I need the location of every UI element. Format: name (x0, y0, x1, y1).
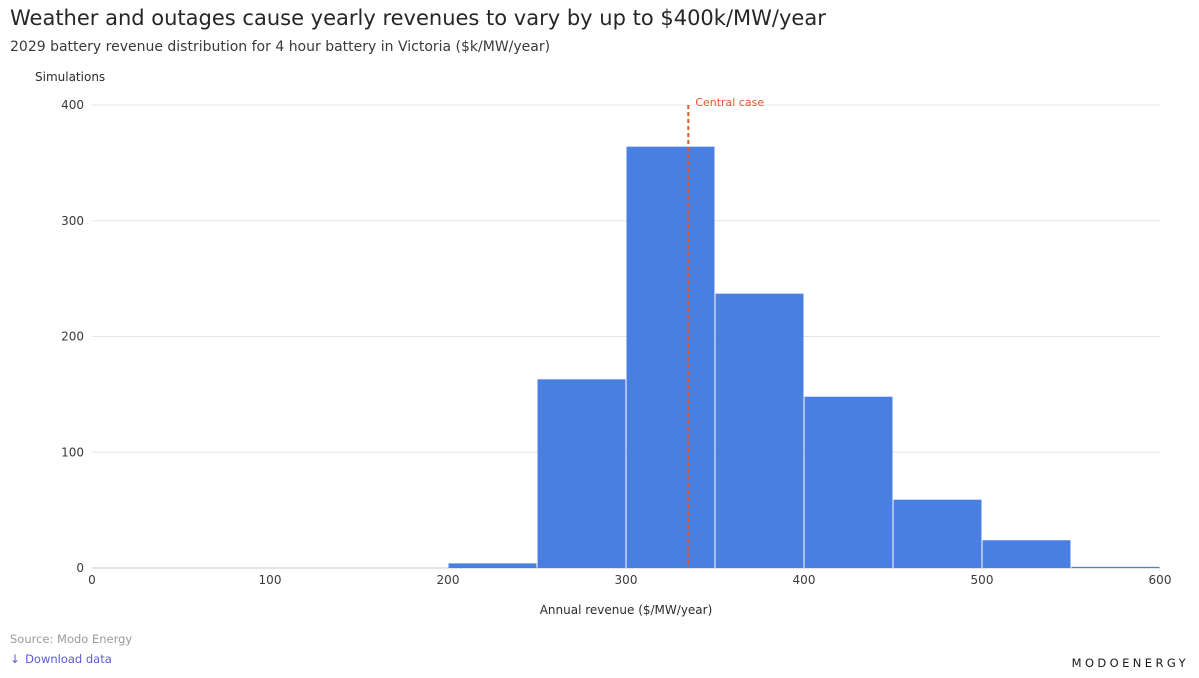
y-tick-label: 100 (61, 445, 84, 459)
histogram-chart: Simulations Central case 0 100 200 300 400 50… (35, 70, 1171, 617)
x-tick-label: 0 (88, 573, 96, 587)
y-tick-label: 0 (76, 561, 84, 575)
x-tick-label: 300 (615, 573, 638, 587)
histogram-bar[interactable] (1071, 566, 1160, 568)
histogram-bar[interactable] (982, 540, 1071, 568)
y-tick-label: 400 (61, 98, 84, 112)
central-case-label: Central case (695, 96, 764, 109)
histogram-bar[interactable] (715, 293, 804, 568)
download-data-link[interactable]: ↓ Download data (10, 652, 112, 666)
chart-subtitle: 2029 battery revenue distribution for 4 … (10, 39, 551, 55)
x-axis-title: Annual revenue ($/MW/year) (540, 603, 713, 617)
histogram-bar[interactable] (804, 396, 893, 568)
source-note: Source: Modo Energy (10, 632, 133, 646)
x-tick-label: 500 (971, 573, 994, 587)
download-arrow-icon: ↓ (10, 652, 21, 666)
histogram-bars (448, 146, 1160, 569)
y-axis-title: Simulations (35, 70, 105, 84)
histogram-bar[interactable] (893, 499, 982, 568)
gridlines (92, 104, 1160, 569)
x-tick-label: 100 (259, 573, 282, 587)
histogram-bar[interactable] (448, 563, 537, 568)
x-tick-label: 400 (793, 573, 816, 587)
download-data-label: Download data (25, 652, 112, 666)
brand-logo: MODOENERGY (1071, 656, 1189, 670)
central-case-marker: Central case (687, 96, 764, 568)
y-tick-label: 300 (61, 214, 84, 228)
x-tick-label: 600 (1149, 573, 1172, 587)
histogram-bar[interactable] (626, 146, 715, 569)
chart-title: Weather and outages cause yearly revenue… (10, 6, 826, 30)
y-axis-ticks: 0 100 200 300 400 (61, 98, 84, 575)
y-tick-label: 200 (61, 330, 84, 344)
x-axis-ticks: 0 100 200 300 400 500 600 (88, 573, 1171, 587)
x-tick-label: 200 (437, 573, 460, 587)
histogram-bar[interactable] (537, 379, 626, 568)
